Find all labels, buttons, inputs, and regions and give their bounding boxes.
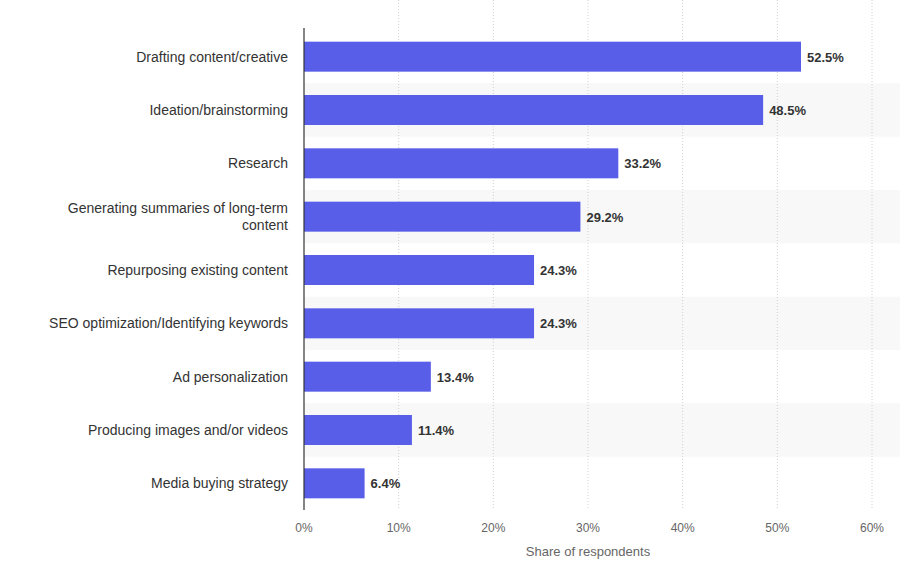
category-label: Drafting content/creative xyxy=(136,49,288,65)
bar xyxy=(304,362,431,392)
category-label: Research xyxy=(228,155,288,171)
bar xyxy=(304,255,534,285)
row-band xyxy=(304,403,900,456)
category-label: Repurposing existing content xyxy=(107,262,288,278)
category-label-line: Media buying strategy xyxy=(151,475,288,491)
tick-label: 40% xyxy=(671,521,695,535)
data-label: 33.2% xyxy=(624,156,661,171)
grid-line xyxy=(777,0,778,510)
data-label: 24.3% xyxy=(540,316,577,331)
data-label: 13.4% xyxy=(437,370,474,385)
category-label: Ad personalization xyxy=(173,369,288,385)
bar xyxy=(304,468,365,498)
bar xyxy=(304,95,763,125)
category-label-line: Ad personalization xyxy=(173,369,288,385)
row-band xyxy=(304,190,900,243)
row-band xyxy=(304,297,900,350)
category-label-line: Repurposing existing content xyxy=(107,262,288,278)
bar xyxy=(304,415,412,445)
category-axis xyxy=(303,28,304,510)
data-label: 11.4% xyxy=(418,423,455,438)
category-label: Generating summaries of long-termcontent xyxy=(68,200,288,233)
bar xyxy=(304,148,618,178)
category-label: Ideation/brainstorming xyxy=(149,102,288,118)
category-label-line: content xyxy=(242,217,288,233)
tick-label: 20% xyxy=(481,521,505,535)
tick-label: 0% xyxy=(295,521,313,535)
axis-title: Share of respondents xyxy=(526,544,651,559)
bar xyxy=(304,202,580,232)
data-label: 6.4% xyxy=(371,476,401,491)
chart: 0% 10% 20% 30% 40% 50% 60% 52.5% 48.5% 33.2% 29.2%… xyxy=(0,0,900,587)
category-label-line: SEO optimization/Identifying keywords xyxy=(49,315,288,331)
grid-line xyxy=(682,0,683,510)
bar xyxy=(304,42,801,72)
data-label: 29.2% xyxy=(586,210,623,225)
category-label: Media buying strategy xyxy=(151,475,288,491)
tick-label: 30% xyxy=(576,521,600,535)
bar xyxy=(304,308,534,338)
category-label: SEO optimization/Identifying keywords xyxy=(49,315,288,331)
category-label: Producing images and/or videos xyxy=(88,422,288,438)
category-label-line: Producing images and/or videos xyxy=(88,422,288,438)
category-label-line: Ideation/brainstorming xyxy=(149,102,288,118)
tick-label: 10% xyxy=(387,521,411,535)
data-label: 52.5% xyxy=(807,50,844,65)
grid-line xyxy=(588,0,589,510)
tick-label: 60% xyxy=(860,521,884,535)
tick-label: 50% xyxy=(765,521,789,535)
data-label: 48.5% xyxy=(769,103,806,118)
category-label-line: Research xyxy=(228,155,288,171)
category-label-line: Drafting content/creative xyxy=(136,49,288,65)
category-label-line: Generating summaries of long-term xyxy=(68,200,288,216)
bars xyxy=(304,42,801,499)
grid-line xyxy=(872,0,873,510)
row-band xyxy=(304,83,900,136)
data-label: 24.3% xyxy=(540,263,577,278)
